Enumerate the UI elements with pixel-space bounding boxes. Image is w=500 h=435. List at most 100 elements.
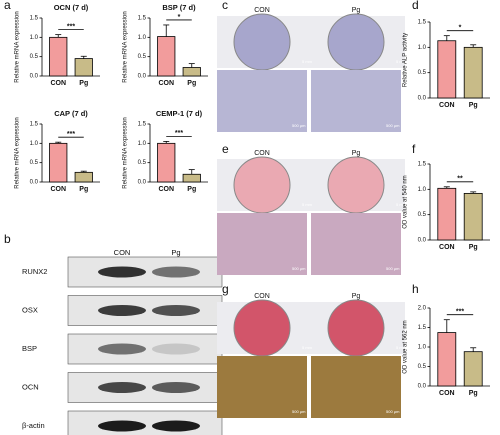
- scale-label: 5 mm: [302, 202, 313, 207]
- y-tick-label: 0.5: [418, 70, 427, 76]
- y-tick-label: 1.5: [418, 162, 427, 168]
- x-tick-label: Pg: [79, 80, 88, 87]
- panel-letter: b: [4, 232, 11, 246]
- y-tick-label: 0.0: [138, 180, 147, 186]
- image-column-label: Pg: [352, 7, 361, 14]
- bar: [437, 40, 457, 99]
- dish: [327, 13, 385, 71]
- scale-label: 500 μm: [386, 266, 400, 271]
- dish: [233, 299, 291, 357]
- significance-label: **: [457, 176, 463, 183]
- y-tick-label: 0.0: [30, 74, 39, 80]
- x-tick-label: CON: [439, 102, 455, 109]
- dish: [233, 13, 291, 71]
- bar: [463, 46, 483, 99]
- y-tick-label: 1.0: [138, 141, 147, 147]
- blot-band: [152, 343, 200, 355]
- y-tick-label: 1.0: [418, 187, 427, 193]
- bar: [463, 351, 483, 387]
- x-tick-label: CON: [50, 186, 66, 193]
- y-tick-label: 1.0: [30, 35, 39, 41]
- significance-label: ***: [456, 309, 464, 316]
- bar: [463, 192, 483, 241]
- y-axis-label: Relative ALP activity: [403, 33, 409, 87]
- blot-band: [98, 305, 146, 316]
- x-tick-label: Pg: [79, 186, 88, 193]
- dish: [327, 156, 385, 214]
- blot-band: [152, 305, 200, 316]
- y-axis-label: Relative mRNA expression: [123, 11, 129, 82]
- chart-title: OCN (7 d): [54, 3, 89, 12]
- bar: [74, 171, 93, 183]
- y-tick-label: 0.0: [30, 180, 39, 186]
- panel-letter: a: [4, 0, 11, 12]
- y-tick-label: 1.5: [138, 122, 147, 128]
- significance-label: ***: [67, 131, 75, 138]
- dish: [233, 156, 291, 214]
- y-tick-label: 1.5: [30, 16, 39, 22]
- micrograph: [217, 70, 307, 132]
- blot-row-label: RUNX2: [22, 267, 47, 276]
- scale-label: 500 μm: [292, 409, 306, 414]
- y-axis-label: Relative mRNA expression: [15, 117, 21, 188]
- blot-band: [152, 420, 200, 432]
- blot-strip: [67, 410, 223, 435]
- y-tick-label: 0.0: [418, 384, 427, 390]
- chart-title: BSP (7 d): [162, 3, 196, 12]
- x-tick-label: CON: [158, 80, 174, 87]
- blot-band: [98, 266, 146, 278]
- x-tick-label: Pg: [469, 244, 478, 251]
- image-column-label: Pg: [352, 293, 361, 300]
- y-axis-label: OD value at 540 nm: [403, 175, 409, 228]
- x-tick-label: CON: [439, 244, 455, 251]
- panel-letter: c: [222, 0, 228, 12]
- blot-row-label: OSX: [22, 305, 38, 314]
- bar: [74, 58, 93, 77]
- micrograph: [311, 356, 401, 418]
- bar: [49, 36, 68, 77]
- micrograph: [217, 356, 307, 418]
- y-tick-label: 1.0: [418, 45, 427, 51]
- y-tick-label: 1.5: [418, 325, 427, 331]
- scale-label: 500 μm: [292, 123, 306, 128]
- scale-label: 500 μm: [292, 266, 306, 271]
- blot-band: [98, 420, 146, 432]
- bar: [182, 173, 201, 183]
- y-tick-label: 2.0: [418, 306, 427, 312]
- panel-letter: e: [222, 142, 229, 156]
- significance-label: *: [459, 25, 462, 32]
- image-column-label: CON: [254, 293, 270, 300]
- micrograph: [217, 213, 307, 275]
- bar: [437, 332, 457, 387]
- bar: [49, 142, 68, 183]
- micrograph: [311, 213, 401, 275]
- x-tick-label: Pg: [469, 102, 478, 109]
- image-column-label: CON: [254, 150, 270, 157]
- scale-label: 5 mm: [396, 59, 407, 64]
- y-tick-label: 0.5: [418, 212, 427, 218]
- blot-row-label: BSP: [22, 344, 37, 353]
- micrograph: [311, 70, 401, 132]
- blot-row-label: OCN: [22, 382, 39, 391]
- y-tick-label: 1.5: [30, 122, 39, 128]
- y-tick-label: 0.5: [138, 54, 147, 60]
- chart-title: CEMP-1 (7 d): [156, 109, 203, 118]
- y-tick-label: 0.5: [138, 160, 147, 166]
- bar: [157, 36, 176, 77]
- blot-row-label: β-actin: [22, 421, 45, 430]
- x-tick-label: CON: [439, 390, 455, 397]
- x-tick-label: Pg: [187, 186, 196, 193]
- x-tick-label: CON: [50, 80, 66, 87]
- y-tick-label: 1.0: [30, 141, 39, 147]
- blot-column-label: Pg: [171, 248, 180, 257]
- scale-label: 5 mm: [396, 345, 407, 350]
- blot-band: [98, 382, 146, 393]
- blot-band: [152, 382, 200, 393]
- y-tick-label: 0.0: [418, 238, 427, 244]
- x-tick-label: CON: [158, 186, 174, 193]
- scale-label: 500 μm: [386, 123, 400, 128]
- panel-letter: g: [222, 282, 229, 296]
- image-column-label: Pg: [352, 150, 361, 157]
- y-tick-label: 0.5: [30, 160, 39, 166]
